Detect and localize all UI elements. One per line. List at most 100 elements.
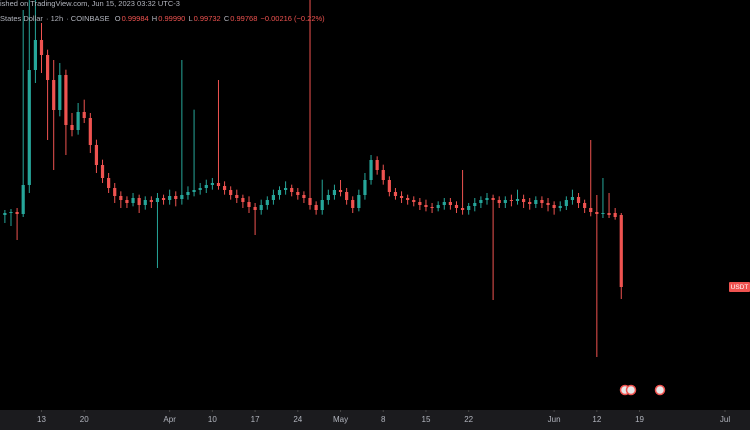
candle-body: [290, 188, 294, 192]
x-tick-label: 22: [464, 415, 473, 424]
candle-body: [100, 165, 105, 178]
x-tick-label: 10: [208, 415, 217, 424]
candle-body: [583, 203, 587, 208]
candle-body: [546, 203, 550, 205]
candle-body: [442, 202, 446, 205]
candle-body: [308, 198, 312, 205]
candle-body: [9, 212, 13, 213]
x-tick-label: 24: [293, 415, 302, 424]
candle-body: [375, 160, 379, 170]
candle-body: [314, 205, 318, 210]
candle-body: [393, 192, 398, 196]
ohlc-value: 0.99732: [193, 14, 221, 23]
candle-body: [613, 213, 617, 217]
event-icon[interactable]: [625, 384, 637, 396]
candle-body: [363, 180, 367, 195]
candle-body: [216, 183, 221, 186]
candle-body: [473, 203, 477, 206]
candle-body: [161, 198, 166, 200]
candle-body: [33, 40, 37, 70]
x-tick-label: 15: [422, 415, 431, 424]
candle-body: [357, 195, 361, 208]
x-tick-label: May: [333, 415, 348, 424]
candle-body: [192, 190, 196, 192]
candle-body: [467, 206, 471, 210]
candle-body: [253, 207, 257, 210]
candle-body: [503, 200, 507, 203]
candle-body: [58, 75, 62, 110]
price-label: USDT: [731, 284, 749, 291]
candle-body: [113, 188, 117, 196]
candle-body: [265, 200, 269, 205]
x-tick-label: 19: [635, 415, 644, 424]
candle-body: [601, 213, 605, 214]
price-label-box: [729, 282, 750, 292]
candle-body: [137, 198, 141, 205]
candle-body: [589, 208, 593, 212]
symbol: States Dollar: [0, 14, 43, 23]
candle-body: [497, 200, 501, 203]
candle-body: [247, 202, 251, 207]
candle-body: [595, 212, 599, 214]
candle-body: [381, 170, 385, 180]
candle-body: [351, 200, 355, 208]
candle-body: [39, 40, 44, 55]
candle-body: [491, 198, 495, 200]
candle-body: [522, 199, 526, 202]
candle-body: [369, 160, 373, 180]
candle-body: [131, 198, 135, 203]
change: −0.00216 (−0.22%): [260, 14, 325, 23]
ohlc-value: 0.99768: [230, 14, 258, 23]
candle-body: [332, 190, 337, 195]
x-tick-label: 20: [80, 415, 89, 424]
candle-body: [320, 200, 324, 210]
candle-body: [540, 200, 544, 203]
ohlc-letter: H: [151, 14, 158, 23]
candle-body: [454, 205, 459, 208]
candle-body: [345, 192, 349, 200]
candle-body: [485, 198, 489, 200]
candle-body: [558, 206, 562, 208]
time-axis-strip: [0, 410, 750, 430]
x-tick-label: Apr: [163, 415, 176, 424]
x-tick-label: 8: [381, 415, 386, 424]
candle-body: [460, 208, 465, 210]
candle-body: [418, 202, 422, 205]
ohlc-letter: L: [188, 14, 193, 23]
candle-body: [70, 125, 74, 130]
candle-body: [186, 192, 190, 195]
candle-body: [302, 195, 306, 198]
event-icon[interactable]: [654, 384, 666, 396]
candle-body: [198, 188, 202, 190]
candle-body: [284, 188, 288, 190]
exchange: COINBASE: [70, 14, 110, 23]
candle-body: [21, 185, 25, 214]
candle-body: [88, 118, 92, 145]
candle-body: [125, 200, 129, 203]
candle-body: [509, 200, 514, 201]
candle-body: [94, 145, 99, 165]
candle-body: [277, 190, 282, 195]
event-icons: [619, 384, 666, 396]
candle-body: [143, 200, 147, 205]
candle-body: [399, 196, 404, 198]
candle-body: [515, 199, 520, 201]
x-tick-label: 12: [592, 415, 601, 424]
candle-body: [180, 195, 184, 199]
candle-body: [76, 112, 80, 130]
candle-body: [387, 180, 391, 192]
candle-body: [430, 207, 434, 208]
candle-body: [412, 200, 416, 202]
candle-body: [52, 80, 56, 110]
x-tick-label: 13: [37, 415, 46, 424]
candle-body: [155, 198, 160, 202]
candle-body: [119, 196, 123, 200]
candle-body: [448, 202, 452, 205]
publish-line: ished on TradingView.com, Jun 15, 2023 0…: [0, 0, 181, 8]
candle-body: [64, 75, 68, 125]
candle-body: [229, 190, 233, 195]
ohlc-value: 0.99984: [121, 14, 149, 23]
candle-body: [271, 195, 276, 200]
interval: 12h: [50, 14, 64, 23]
